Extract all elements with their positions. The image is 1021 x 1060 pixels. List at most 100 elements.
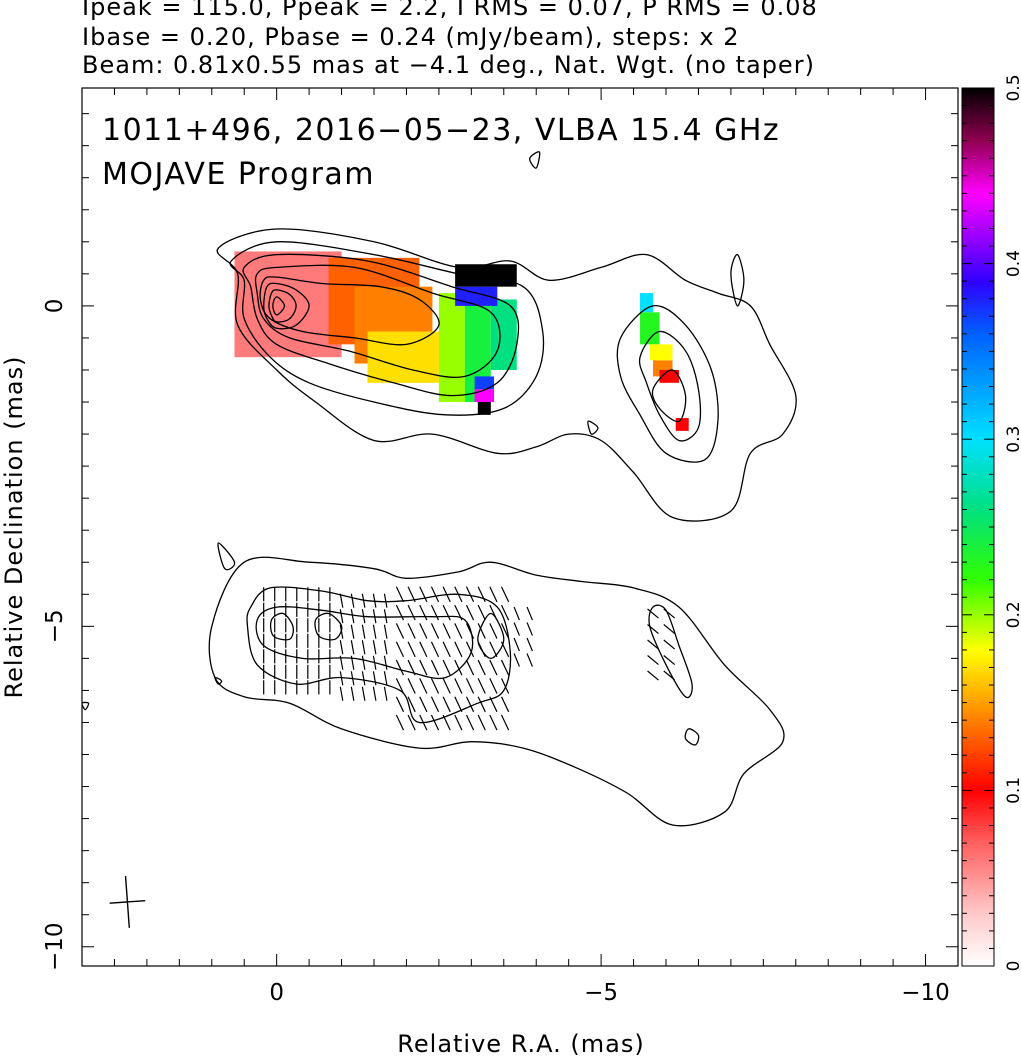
intensity-contour: [730, 253, 745, 307]
evpa-vector: [395, 623, 405, 639]
intensity-contour: [587, 420, 599, 435]
header-line-2: Ibase = 0.20, Pbase = 0.24 (mJy/beam), s…: [82, 23, 740, 51]
evpa-vector: [663, 639, 676, 650]
evpa-vector: [442, 623, 451, 639]
intensity-contour: [638, 330, 702, 442]
evpa-vector: [465, 696, 475, 713]
evpa-vector: [442, 678, 451, 694]
evpa-vector: [350, 686, 355, 701]
polarized-intensity-contour: [684, 728, 700, 746]
evpa-vector: [419, 641, 428, 658]
evpa-vector: [477, 604, 486, 621]
polarization-pixel-block: [367, 331, 439, 383]
evpa-vector: [663, 655, 676, 666]
evpa-vector: [339, 609, 344, 624]
polarization-pixel-block: [234, 251, 342, 358]
plot-area: [82, 151, 797, 928]
evpa-vector: [339, 655, 344, 670]
evpa-vector: [430, 696, 440, 713]
intensity-contour: [229, 241, 545, 416]
evpa-vector: [383, 655, 388, 670]
evpa-vector: [361, 609, 366, 624]
total-intensity-contours: [82, 151, 797, 827]
polarization-pixel-block: [474, 376, 495, 390]
intensity-contour: [529, 151, 541, 169]
colorbar-tick-label: 0.5: [1004, 74, 1021, 101]
evpa-vector: [526, 653, 533, 667]
polarized-intensity-contour: [477, 612, 505, 660]
evpa-vector: [383, 609, 388, 624]
evpa-vector: [477, 659, 486, 676]
evpa-vector: [372, 640, 377, 655]
evpa-vector: [407, 714, 416, 731]
evpa-vector: [361, 655, 366, 670]
evpa-vector: [442, 586, 451, 603]
evpa-vector: [372, 671, 377, 686]
evpa-vector: [465, 659, 475, 676]
evpa-vector: [430, 586, 440, 603]
evpa-vector: [350, 593, 355, 608]
evpa-vector: [454, 604, 463, 621]
colorbar: [962, 88, 994, 966]
evpa-vector: [500, 659, 510, 676]
evpa-vector: [407, 678, 416, 694]
evpa-vector: [419, 659, 428, 676]
evpa-vector: [647, 624, 659, 635]
evpa-vector: [383, 671, 388, 686]
polarization-pixel-block: [474, 389, 495, 403]
evpa-vector: [372, 624, 377, 639]
y-tick-label: −10: [42, 923, 68, 972]
x-tick-label: −5: [584, 980, 618, 1006]
polarization-pixel-block: [455, 264, 517, 287]
evpa-vector: [350, 609, 355, 624]
evpa-vector: [489, 659, 498, 676]
evpa-vector: [465, 586, 475, 603]
plot-frame: [81, 87, 959, 967]
evpa-vector: [489, 623, 498, 639]
evpa-vector: [339, 671, 344, 686]
evpa-vector: [647, 608, 659, 619]
colorbar-tick-label: 0.2: [1004, 601, 1021, 628]
evpa-vector: [430, 604, 440, 621]
evpa-vector: [647, 639, 659, 650]
intensity-contour: [216, 228, 797, 522]
evpa-vector: [430, 678, 440, 694]
beam-minor-axis: [109, 899, 146, 904]
evpa-vector: [407, 604, 416, 621]
evpa-vector: [372, 593, 377, 608]
evpa-vector: [454, 641, 463, 658]
polarized-intensity-contour: [314, 612, 343, 641]
intensity-contour: [263, 282, 310, 330]
evpa-vector: [489, 586, 498, 603]
intensity-contour: [242, 253, 520, 397]
x-axis-label: Relative R.A. (mas): [397, 1030, 644, 1058]
polarization-pixel-block: [455, 286, 498, 306]
evpa-vector: [442, 641, 451, 658]
colorbar-tick-label: 0.4: [1004, 250, 1021, 277]
evpa-vector: [500, 678, 510, 694]
evpa-vector: [513, 606, 520, 621]
evpa-vector: [663, 670, 676, 681]
evpa-vector: [477, 623, 486, 639]
evpa-vector: [430, 623, 440, 639]
evpa-vector: [350, 655, 355, 670]
evpa-vector: [395, 641, 405, 658]
intensity-contour: [259, 276, 440, 346]
y-tick-label: −5: [42, 609, 68, 643]
evpa-vector: [477, 586, 486, 603]
evpa-vector: [350, 640, 355, 655]
evpa-vector: [465, 604, 475, 621]
evpa-vector: [419, 623, 428, 639]
evpa-vector: [361, 686, 366, 701]
header-line-3: Beam: 0.81x0.55 mas at −4.1 deg., Nat. W…: [82, 51, 815, 79]
fractional-polarization-image: [234, 251, 689, 431]
evpa-vector: [361, 593, 366, 608]
evpa-vector: [500, 623, 510, 639]
evpa-vector: [500, 641, 510, 658]
evpa-vector: [407, 696, 416, 713]
polarization-pixel-block: [649, 344, 673, 361]
evpa-vector: [489, 714, 498, 731]
evpa-vector: [513, 637, 520, 652]
evpa-vector: [339, 686, 344, 701]
evpa-vector: [477, 696, 486, 713]
